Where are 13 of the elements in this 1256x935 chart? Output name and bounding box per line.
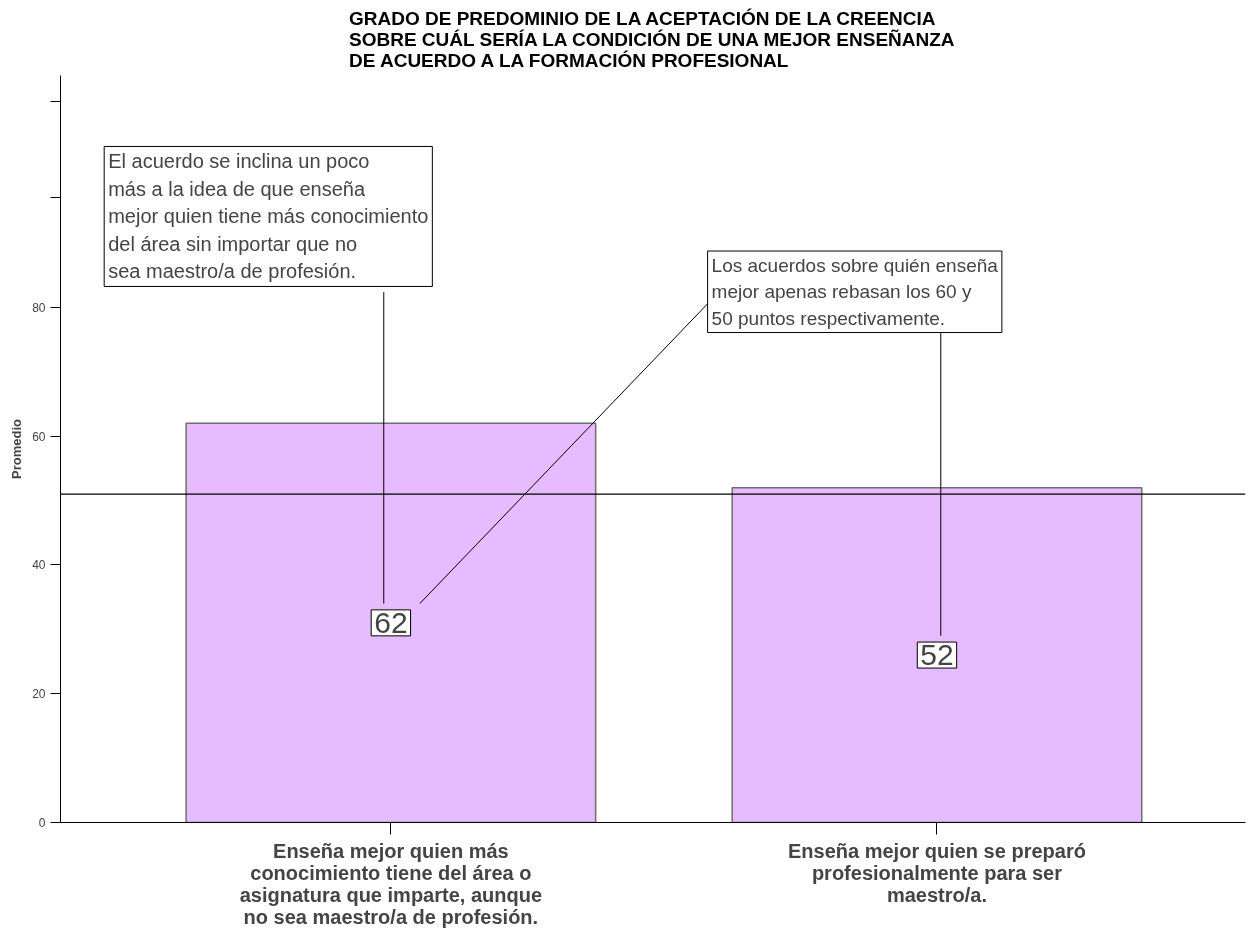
- chart-title: GRADO DE PREDOMINIO DE LA ACEPTACIÓN DE LA CREENCIA SOBRE CUÁL SERÍA LA CONDICIÓN DE UNA MEJOR ENSEÑANZA DE ACUERDO A LA FORMACIÓN PROFESIONAL: [348, 7, 955, 71]
- y-tick-label: 60: [32, 429, 46, 444]
- y-tick-label: 40: [32, 558, 46, 573]
- x-tick-label: Enseña mejor quien se preparó profesionalmente para ser maestro/a.: [788, 839, 1086, 906]
- annotation: Los acuerdos sobre quién enseña mejor apenas rebasan los 60 y 50 puntos respectivamente.: [711, 255, 999, 329]
- annotation: El acuerdo se inclina un poco más a la idea de que enseña mejor quien tiene más conocimiento del área sin importar que no sea maestro/a de profesión.: [108, 150, 429, 283]
- y-tick-label: 80: [32, 300, 46, 315]
- y-tick-label: 20: [32, 687, 46, 702]
- data-label: 62: [374, 605, 408, 639]
- y-tick-label: 0: [38, 816, 46, 830]
- x-tick-label: Enseña mejor quien más conocimiento tiene del área o asignatura que imparte, aunque no sea maestro/a de profesión.: [239, 839, 543, 928]
- y-axis-title: Promedio: [9, 418, 25, 479]
- data-label: 52: [920, 638, 954, 672]
